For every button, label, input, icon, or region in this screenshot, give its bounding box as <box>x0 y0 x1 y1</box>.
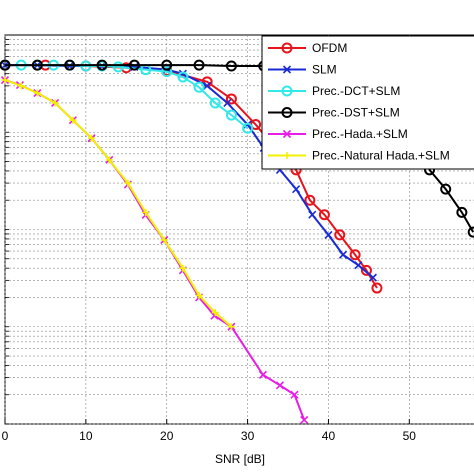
marker <box>304 194 316 206</box>
marker <box>124 179 132 187</box>
marker <box>33 89 41 97</box>
legend-label: Prec.-Hada.+SLM <box>312 127 408 141</box>
marker <box>160 236 168 244</box>
marker <box>96 59 108 71</box>
marker <box>360 264 372 276</box>
legend-label: Prec.-Natural Hada.+SLM <box>312 149 450 163</box>
marker <box>225 60 237 72</box>
marker <box>456 206 468 218</box>
legend-label: Prec.-DCT+SLM <box>312 84 400 98</box>
marker <box>292 185 301 194</box>
marker <box>225 109 237 121</box>
marker <box>349 249 361 261</box>
marker <box>227 323 235 331</box>
marker <box>371 282 383 294</box>
marker <box>440 183 452 195</box>
marker <box>17 82 25 90</box>
legend-marker <box>282 129 292 139</box>
marker <box>112 61 124 73</box>
legend-marker <box>281 42 293 54</box>
marker <box>354 261 363 270</box>
x-tick-label: 30 <box>241 429 255 443</box>
marker <box>290 390 299 399</box>
marker <box>209 97 221 109</box>
marker <box>203 81 212 90</box>
marker <box>193 59 205 71</box>
marker <box>195 291 203 299</box>
legend-label: OFDM <box>312 41 347 55</box>
marker <box>275 381 284 390</box>
marker <box>64 59 76 71</box>
legend-box <box>261 35 474 170</box>
marker <box>0 59 11 71</box>
marker <box>69 116 77 124</box>
marker <box>161 66 173 78</box>
marker <box>128 59 140 71</box>
legend: OFDM SLM Prec.-DCT+SLM Prec.-DST+SLM Prec.-H… <box>261 35 474 170</box>
legend-label: Prec.-DST+SLM <box>312 106 400 120</box>
legend-marker <box>281 85 293 97</box>
legend-marker <box>282 65 292 74</box>
marker <box>31 59 43 71</box>
marker <box>300 415 309 425</box>
legend-label: SLM <box>312 63 337 77</box>
marker <box>51 99 59 107</box>
series-line <box>4 79 233 328</box>
x-axis-label: SNR [dB] <box>215 452 265 466</box>
x-tick-label: 20 <box>160 429 174 443</box>
marker <box>177 71 189 83</box>
marker <box>88 134 96 142</box>
marker <box>142 208 150 216</box>
marker <box>467 226 474 238</box>
marker <box>161 59 173 71</box>
legend-marker <box>283 152 291 159</box>
x-tick-label: 40 <box>322 429 336 443</box>
marker <box>193 81 205 93</box>
x-tick-label: 10 <box>79 429 93 443</box>
x-tick-label: 50 <box>403 429 417 443</box>
marker <box>334 229 346 241</box>
marker <box>211 309 219 317</box>
marker <box>223 98 232 108</box>
marker <box>225 93 237 105</box>
legend-marker <box>281 107 293 118</box>
marker <box>324 230 333 239</box>
marker <box>1 76 9 84</box>
marker <box>368 273 377 282</box>
x-tick-label: 0 <box>2 429 9 443</box>
marker <box>338 250 348 259</box>
marker <box>318 209 330 221</box>
marker <box>242 122 254 134</box>
marker <box>308 210 317 219</box>
marker <box>179 264 187 272</box>
marker <box>258 370 268 379</box>
marker <box>105 156 113 164</box>
